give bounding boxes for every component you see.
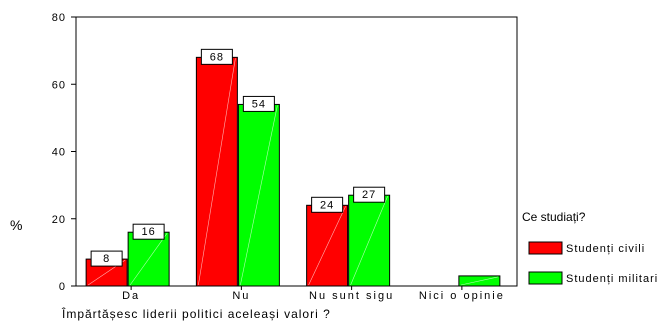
data-label-box — [353, 186, 386, 203]
x-tick-label: Nici o opinie — [419, 290, 505, 302]
legend-label: Studenți civili — [566, 243, 645, 255]
y-tick-label: 80 — [52, 12, 66, 24]
bar-sheen — [129, 233, 168, 286]
y-tick-label: 40 — [52, 147, 66, 159]
x-tick-label: Nu — [232, 290, 250, 302]
bar-sheen — [240, 105, 278, 286]
x-tick-label: Nu sunt sigu — [309, 290, 394, 302]
bar-sheen — [460, 276, 498, 286]
legend-title: Ce studiați? — [522, 210, 586, 224]
data-label: 16 — [142, 226, 156, 238]
x-tick-label: Da — [122, 290, 140, 302]
data-label-box — [200, 48, 233, 65]
data-label: 27 — [362, 189, 376, 201]
data-label: 68 — [210, 51, 224, 63]
legend-swatch — [528, 241, 563, 255]
data-label: 54 — [252, 98, 266, 110]
data-label-box — [132, 223, 165, 240]
x-axis-label: Împărtășesc liderii politici aceleași va… — [61, 306, 331, 321]
plot-area: 0 20 40 60 80 Da 8 16 Nu 68 54 Nu sunt sigu 24 27 Nici… — [52, 12, 518, 302]
bar-sheen — [308, 206, 346, 286]
legend-label: Studenți militari — [566, 273, 658, 285]
bar-sheen — [350, 196, 388, 286]
y-tick-label: 60 — [52, 79, 66, 91]
bar-sheen — [198, 58, 236, 286]
data-label-box — [311, 196, 344, 213]
data-label-box — [90, 250, 123, 267]
data-label-box — [242, 95, 275, 112]
y-axis-label: % — [10, 217, 22, 233]
bar — [306, 204, 349, 287]
data-label: 24 — [320, 199, 334, 211]
data-label: 8 — [103, 253, 110, 265]
y-tick-label: 20 — [52, 214, 66, 226]
legend: Ce studiați? Studenți civili Studenți mil… — [522, 210, 658, 285]
y-tick-label: 0 — [59, 281, 66, 293]
legend-swatch — [528, 271, 563, 285]
